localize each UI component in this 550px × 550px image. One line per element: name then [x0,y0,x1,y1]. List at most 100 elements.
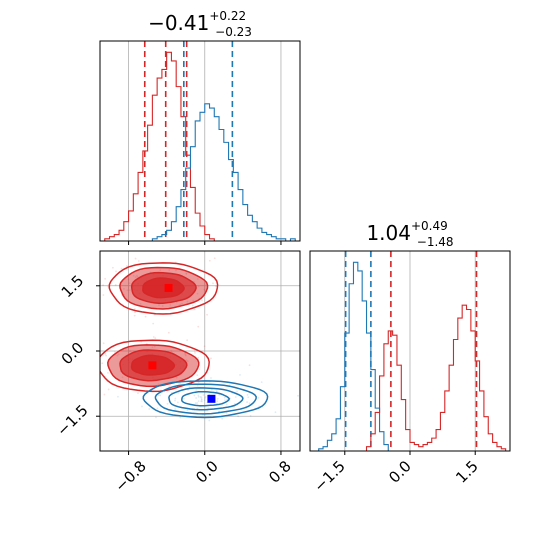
title-param1-minus: −0.23 [215,25,252,39]
tick-label-x-1: −0.8 [111,457,149,495]
scatter-point-red [184,354,187,357]
scatter-point-red [201,299,203,302]
scatter-point-blue [193,394,196,397]
scatter-point-blue [246,401,249,403]
tick-label-x2-2: 0.0 [385,457,415,487]
scatter-point-blue [155,416,157,419]
scatter-point-red [157,383,160,386]
scatter-point-red [169,304,172,306]
panel-contour [96,250,301,455]
tick-label-y-2: 0.0 [58,339,88,369]
scatter-point-red [193,308,196,311]
scatter-point-red [101,362,104,365]
scatter-point-red [134,257,137,260]
scatter-point-blue [188,386,191,389]
scatter-point-blue [196,384,199,387]
scatter-point-blue [197,395,200,398]
hist1-hist-red-series [100,51,220,241]
scatter-point-red [104,353,107,355]
scatter-point-blue [195,388,198,391]
scatter-point-red [107,388,110,391]
scatter-point-blue [174,408,177,410]
hist1-hist-blue-series [147,103,300,241]
scatter-point-blue [216,397,219,400]
scatter-point-red [139,302,142,305]
tick-label-x-3: 0.8 [265,457,295,487]
tick-label-y-1: 1.5 [58,272,88,302]
scatter-point-blue [186,409,189,412]
ticks-bottom-right-x: −1.5 0.0 1.5 [310,457,481,495]
panel-hist-param2 [309,250,511,455]
scatter-point-red [185,273,188,275]
scatter-point-blue [200,398,203,400]
contour-blue-blob0-level2 [168,387,244,411]
hist2-frame [309,250,511,452]
title-param1: −0.41+0.22 −0.23 [148,9,252,39]
scatter-point-blue [148,408,151,410]
scatter-point-red [107,371,109,374]
scatter-point-blue [236,390,238,393]
scatter-point-red [203,288,206,291]
scatter-point-red [154,337,157,340]
scatter-point-blue [200,400,202,403]
contour-red-blob0-level3 [142,277,185,299]
scatter-point-blue [179,416,182,419]
tick-label-x-2: 0.0 [192,457,222,487]
scatter-point-red [104,277,107,280]
scatter-point-red [137,392,139,394]
scatter-point-blue [237,415,240,418]
scatter-point-blue [174,399,176,402]
scatter-point-blue [166,402,169,405]
scatter-point-red [121,376,124,379]
scatter-point-blue [183,397,185,400]
scatter-point-blue [248,402,251,405]
scatter-point-red [214,285,217,287]
scatter-point-red [197,356,200,359]
scatter-point-red [186,360,189,363]
scatter-point-red [181,302,183,305]
scatter-point-blue [117,395,119,398]
scatter-point-red [170,350,173,352]
scatter-point-red [153,345,156,348]
scatter-point-red [103,393,106,396]
scatter-point-blue [176,401,179,404]
marker-red-1 [148,361,157,370]
scatter-point-red [114,351,116,354]
scatter-point-blue [159,394,162,397]
scatter-point-blue [234,396,237,398]
scatter-point-red [206,313,209,316]
contour-red-blob1-level0 [100,339,210,393]
scatter-point-blue [216,400,219,403]
scatter-point-red [115,270,117,273]
scatter-point-red [111,266,114,269]
scatter-point-red [128,289,131,292]
scatter-point-red [125,265,128,267]
title-param2-median: 1.04 [366,221,411,245]
scatter-point-blue [210,377,212,379]
scatter-point-blue [239,374,241,376]
contour-blue-blob0-level3 [181,390,231,407]
scatter-point-red [132,274,135,277]
scatter-point-blue [260,381,263,384]
scatter-point-blue [197,381,200,384]
scatter-point-red [120,267,123,270]
scatter-point-red [134,276,137,278]
scatter-point-red [185,359,188,362]
scatter-point-blue [200,396,203,399]
scatter-point-red [198,368,201,371]
scatter-point-blue [179,382,182,385]
scatter-point-red [102,294,105,296]
scatter-point-blue [225,403,228,406]
scatter-point-blue [274,411,277,414]
scatter-point-red [185,272,188,275]
scatter-point-blue [197,400,200,403]
scatter-point-red [159,269,162,271]
scatter-point-red [134,308,136,310]
scatter-point-red [136,275,139,278]
tick-label-x2-1: −1.5 [310,457,348,495]
scatter-point-blue [200,399,203,401]
scatter-point-blue [196,402,199,404]
scatter-point-red [196,278,199,280]
scatter-point-blue [204,395,207,398]
title-param1-plus: +0.22 [209,9,246,23]
